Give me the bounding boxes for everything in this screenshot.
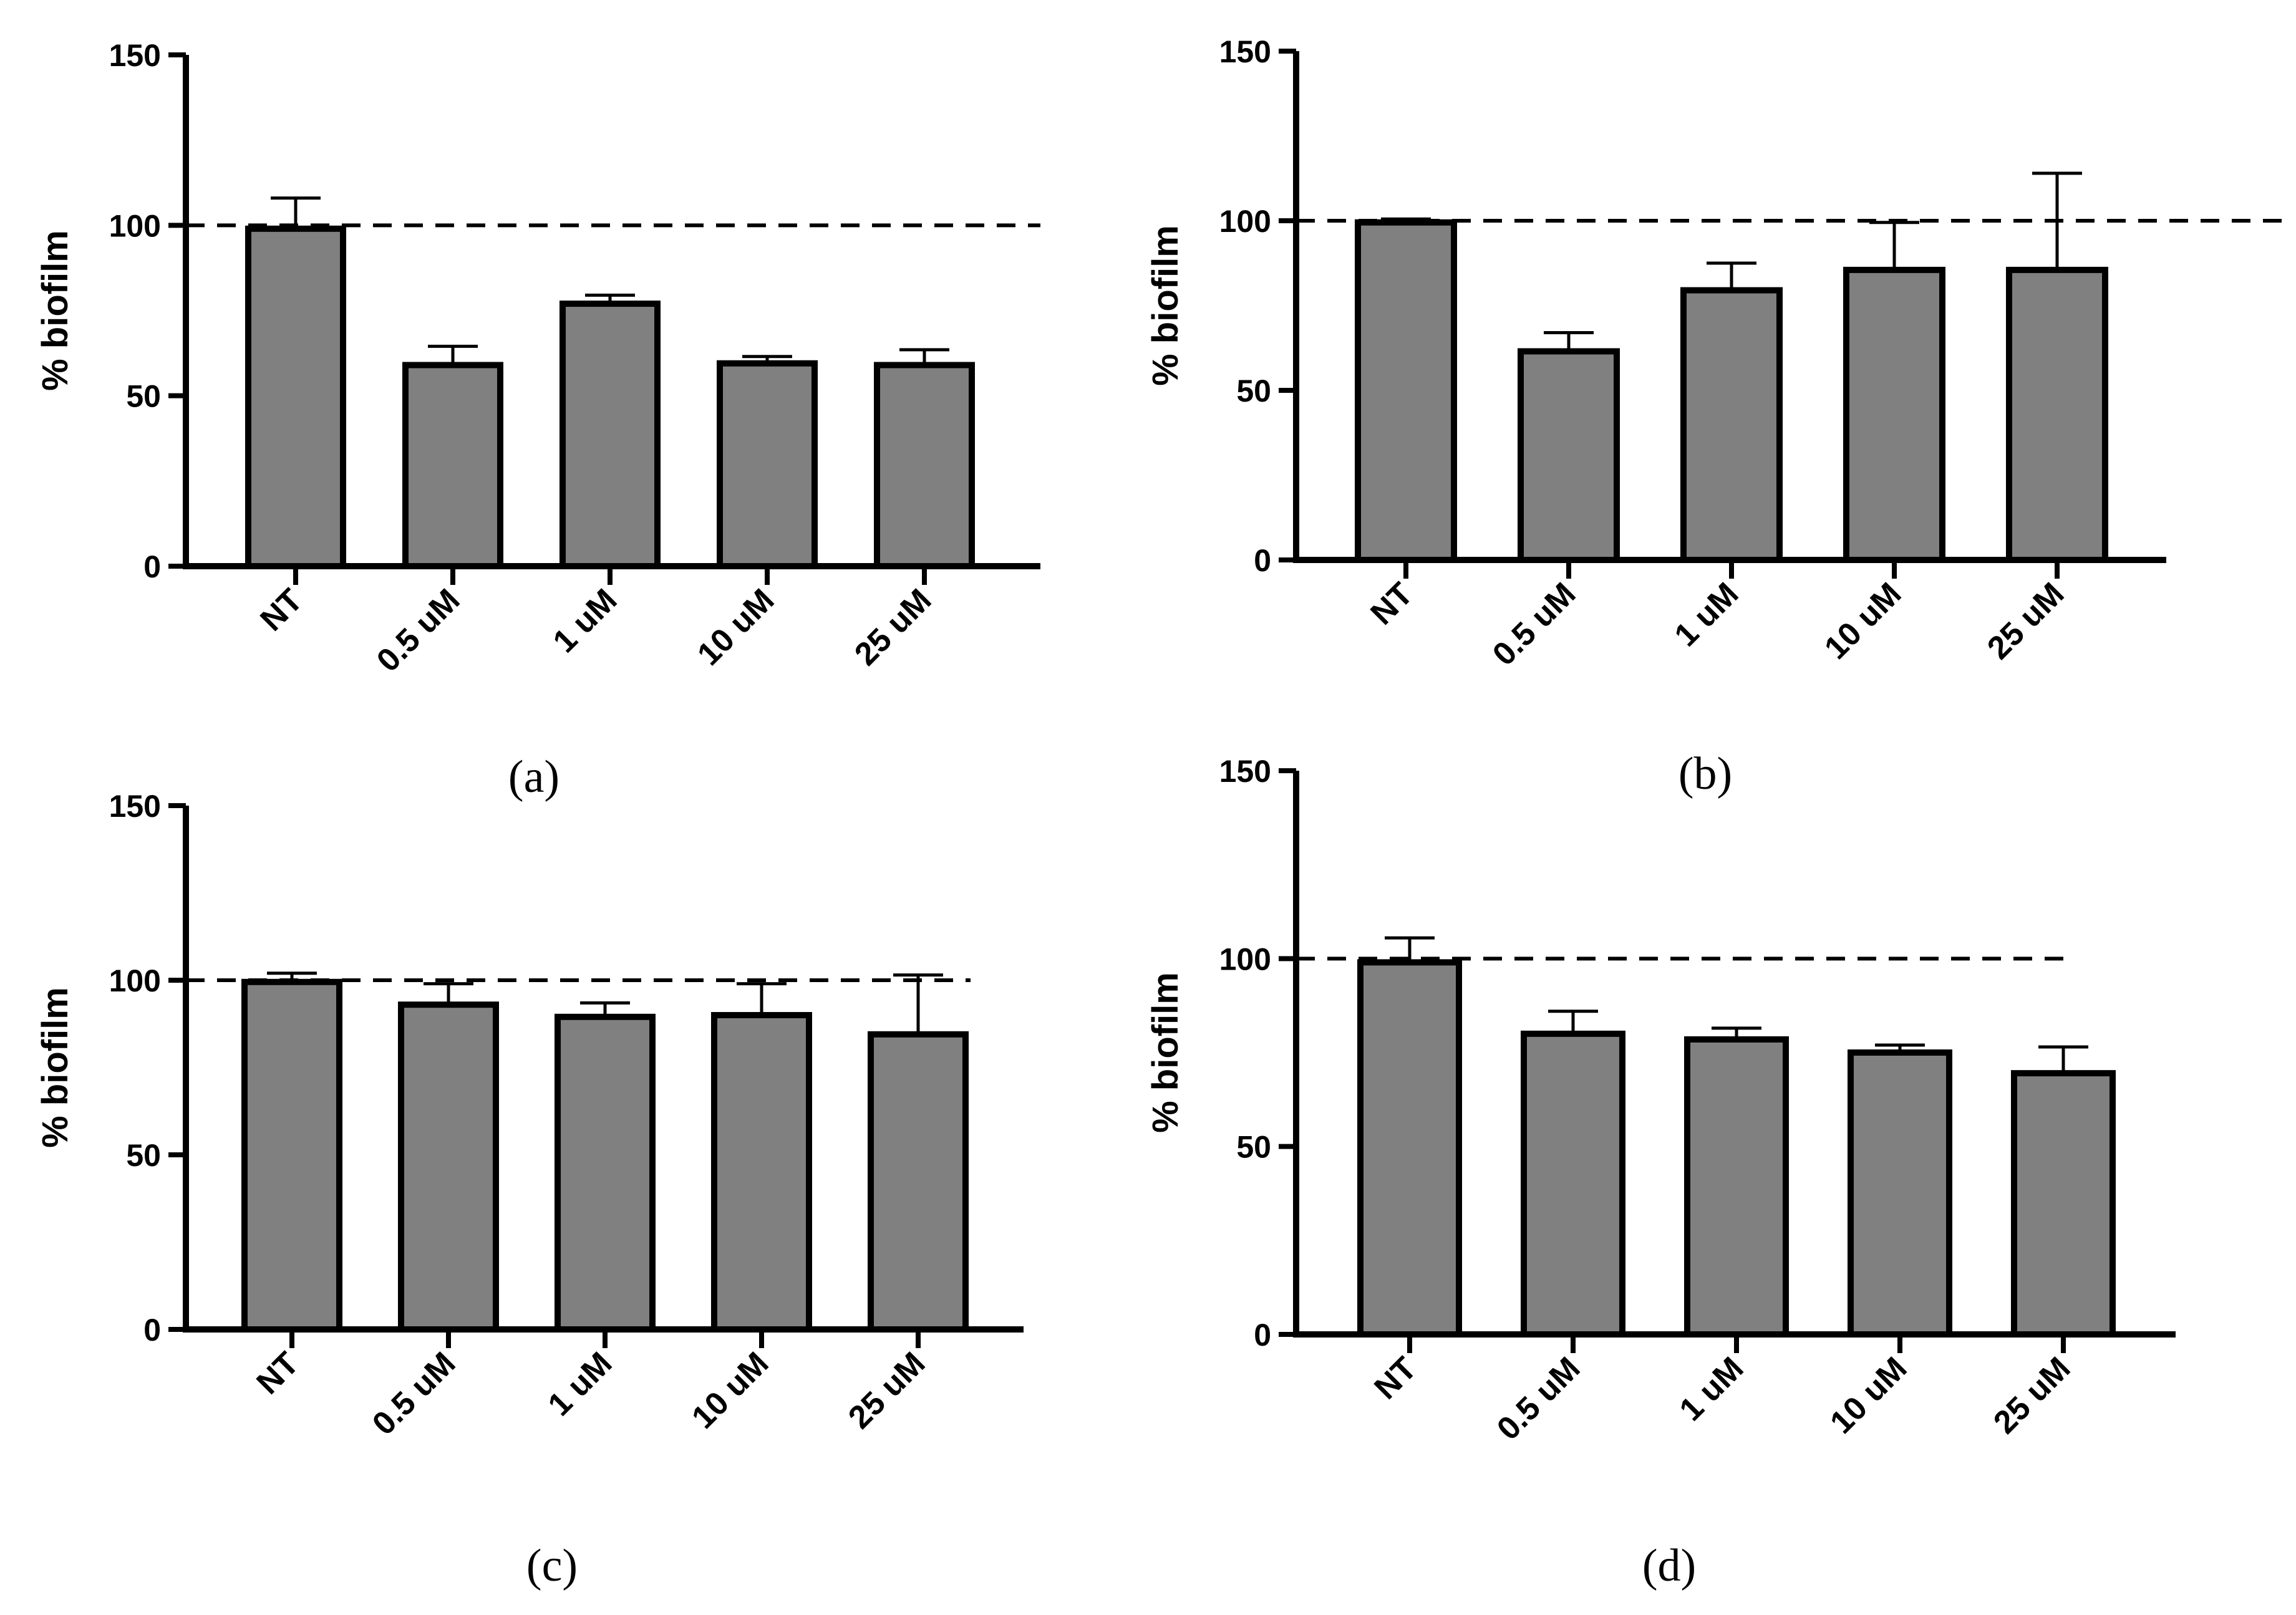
bar <box>398 1001 499 1333</box>
y-tick-label: 150 <box>109 38 161 73</box>
bar <box>559 301 661 569</box>
bar <box>1684 1036 1789 1338</box>
bar <box>1355 219 1457 564</box>
bar <box>1843 266 1945 563</box>
y-tick-label: 50 <box>1236 1130 1271 1165</box>
y-tick-label: 50 <box>126 379 161 414</box>
y-axis-title: % biofilm <box>1145 972 1186 1133</box>
category-label: 10 uM <box>685 1345 775 1435</box>
category-label: NT <box>1367 1350 1423 1406</box>
y-tick-label: 100 <box>1219 942 1271 976</box>
bar <box>2011 1070 2116 1338</box>
panel-caption: (d) <box>1642 1540 1696 1591</box>
y-tick-label: 0 <box>1254 543 1271 578</box>
category-label: 1 uM <box>546 582 624 660</box>
bar <box>868 1031 969 1333</box>
y-tick-label: 0 <box>143 1313 161 1347</box>
y-tick-label: 0 <box>1254 1318 1271 1352</box>
category-label: NT <box>1364 576 1420 632</box>
category-label: 0.5 uM <box>370 582 467 678</box>
bar <box>1848 1049 1952 1338</box>
bar <box>1680 287 1783 563</box>
chart-panel-c: 0 50 100 150 % biofilm NT 0.5 uM 1 uM 10 uM 25 uM… <box>35 789 1024 1591</box>
panel-caption: (c) <box>526 1540 578 1591</box>
y-tick-label: 150 <box>1219 754 1271 789</box>
y-tick-label: 50 <box>126 1138 161 1173</box>
bar <box>245 225 346 569</box>
category-label: 10 uM <box>1818 576 1908 666</box>
bar <box>2006 266 2108 563</box>
y-tick-label: 100 <box>1219 204 1271 239</box>
y-tick-label: 100 <box>109 963 161 998</box>
category-label: 10 uM <box>690 582 781 672</box>
category-label: 25 uM <box>848 582 938 672</box>
bar <box>1518 348 1620 563</box>
category-label: NT <box>253 582 309 638</box>
bar <box>1521 1030 1625 1338</box>
category-label: 25 uM <box>1987 1350 2077 1440</box>
panel-caption: (b) <box>1678 748 1732 799</box>
bar <box>1357 959 1462 1338</box>
category-label: 10 uM <box>1823 1350 1914 1440</box>
y-tick-label: 150 <box>1219 34 1271 69</box>
category-label: 1 uM <box>1668 576 1746 653</box>
bar <box>711 1012 812 1333</box>
category-label: 25 uM <box>841 1345 932 1435</box>
category-label: 0.5 uM <box>1490 1350 1587 1447</box>
chart-panel-b: 0 50 100 150 % biofilm NT 0.5 uM 1 uM 10 uM 25 uM… <box>1145 34 2288 799</box>
y-tick-label: 50 <box>1236 374 1271 408</box>
category-label: 25 uM <box>1980 576 2071 666</box>
category-label: 1 uM <box>541 1345 619 1423</box>
bar <box>402 362 503 569</box>
y-axis-title: % biofilm <box>35 987 75 1148</box>
y-axis-title: % biofilm <box>35 230 75 391</box>
bar <box>555 1013 656 1333</box>
category-label: 0.5 uM <box>1486 576 1582 672</box>
category-label: 1 uM <box>1673 1350 1751 1428</box>
bar <box>241 978 342 1333</box>
category-label: NT <box>249 1345 306 1401</box>
chart-panel-a: 0 50 100 150 % biofilm NT 0.5 uM 1 uM 10 uM 25 uM… <box>35 38 1040 803</box>
y-tick-label: 0 <box>143 549 161 584</box>
y-axis-title: % biofilm <box>1145 225 1186 386</box>
chart-panel-d: 0 50 100 150 % biofilm NT 0.5 uM 1 uM 10 uM 25 uM… <box>1145 754 2176 1591</box>
bar <box>717 360 818 569</box>
bar <box>874 362 975 569</box>
y-tick-label: 150 <box>109 789 161 824</box>
panel-caption: (a) <box>508 751 559 803</box>
category-label: 0.5 uM <box>366 1345 462 1442</box>
y-tick-label: 100 <box>109 208 161 243</box>
